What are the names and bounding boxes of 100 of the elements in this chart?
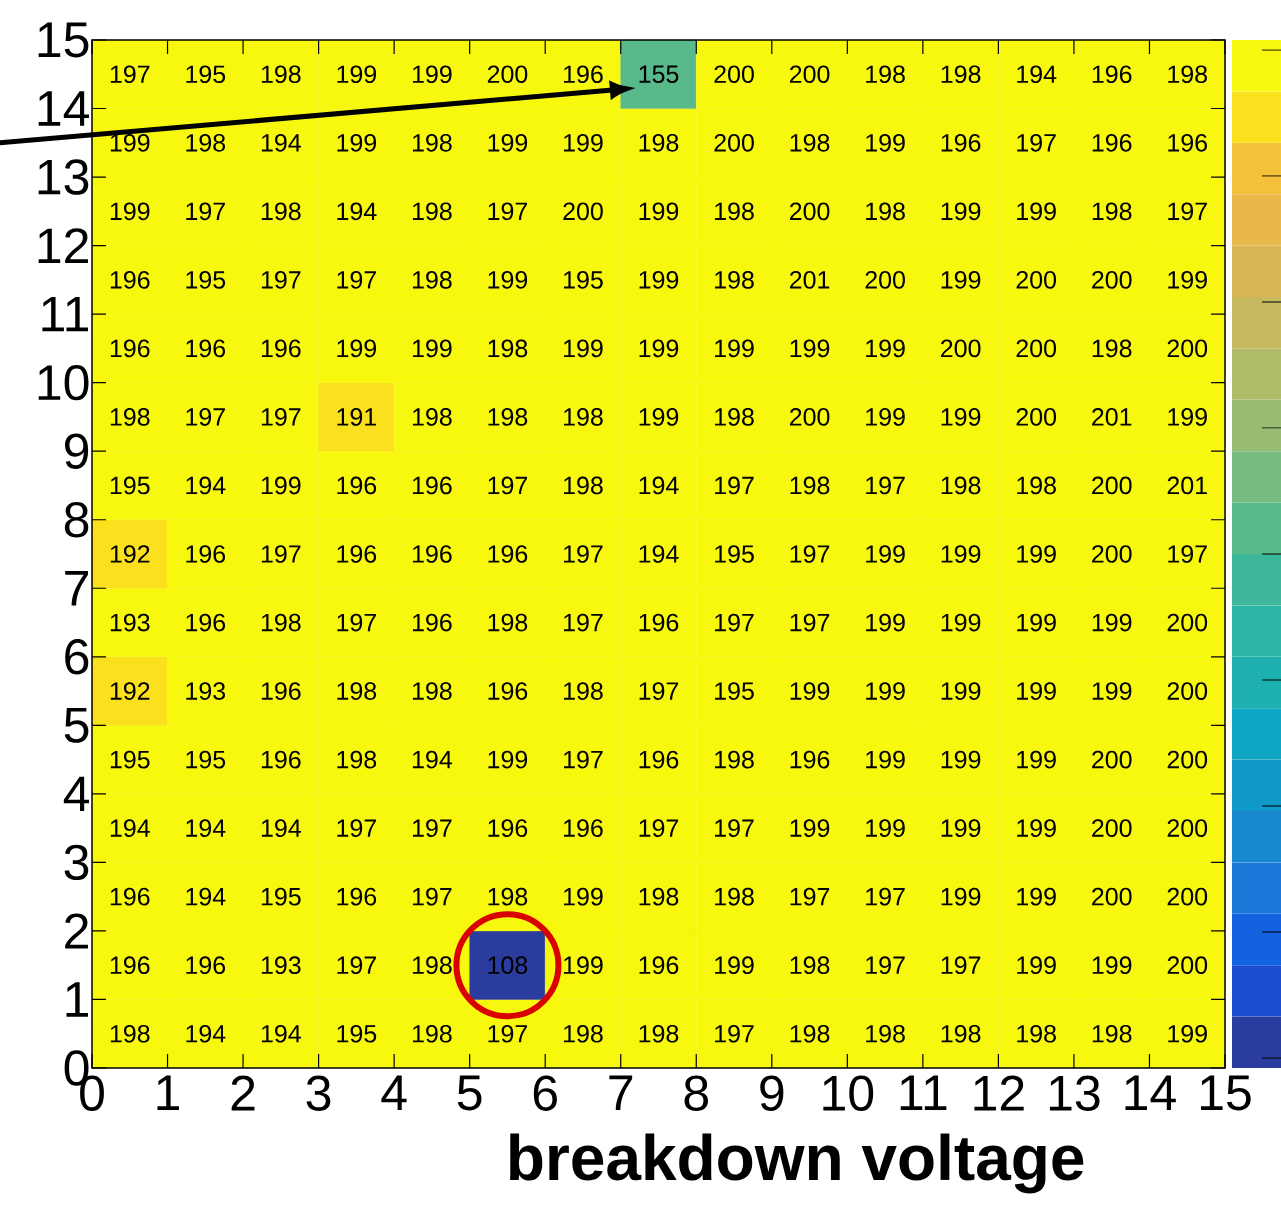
data-label: 199 bbox=[1017, 682, 1056, 700]
data-label: 196 bbox=[261, 339, 301, 358]
data-label: 199 bbox=[488, 750, 528, 769]
y-tick-label: 2 bbox=[65, 913, 88, 949]
data-label: 196 bbox=[790, 750, 830, 769]
data-label: 196 bbox=[110, 887, 150, 906]
data-label: 198 bbox=[715, 202, 754, 221]
data-label: 199 bbox=[1017, 202, 1056, 221]
data-label: 197 bbox=[412, 887, 452, 906]
data-label: 155 bbox=[639, 65, 679, 83]
data-label: 199 bbox=[488, 271, 528, 289]
data-label: 196 bbox=[564, 65, 603, 84]
data-label: 199 bbox=[941, 545, 981, 563]
data-label: 200 bbox=[1092, 476, 1132, 495]
data-label: 196 bbox=[261, 750, 301, 769]
data-label: 196 bbox=[639, 956, 679, 975]
data-label: 197 bbox=[866, 887, 905, 906]
data-label: 194 bbox=[110, 819, 150, 837]
data-label: 198 bbox=[866, 202, 905, 221]
data-label: 198 bbox=[337, 682, 377, 700]
y-tick-label: 4 bbox=[63, 776, 90, 812]
data-label: 199 bbox=[1017, 613, 1056, 632]
data-label: 197 bbox=[488, 202, 528, 221]
data-label: 197 bbox=[488, 1024, 528, 1043]
data-label: 199 bbox=[564, 133, 603, 152]
x-tick-label: 5 bbox=[457, 1075, 482, 1111]
data-label: 199 bbox=[1017, 819, 1056, 837]
data-label: 196 bbox=[564, 819, 603, 837]
data-label: 199 bbox=[639, 202, 679, 221]
data-label: 195 bbox=[186, 271, 226, 289]
data-label: 192 bbox=[110, 545, 150, 563]
data-label: 200 bbox=[1092, 819, 1132, 837]
data-label: 198 bbox=[564, 1024, 603, 1043]
data-label: 200 bbox=[1092, 545, 1132, 563]
x-tick-label: 12 bbox=[974, 1075, 1024, 1111]
data-label: 194 bbox=[337, 202, 377, 221]
data-label: 201 bbox=[1092, 408, 1132, 426]
data-label: 200 bbox=[1167, 956, 1208, 975]
data-label: 198 bbox=[639, 1024, 679, 1043]
data-label: 200 bbox=[487, 65, 528, 84]
data-label: 198 bbox=[564, 476, 603, 495]
data-label: 199 bbox=[639, 408, 679, 426]
data-label: 200 bbox=[563, 202, 603, 221]
data-label: 200 bbox=[1167, 819, 1208, 837]
data-label: 197 bbox=[1168, 202, 1207, 221]
data-label: 200 bbox=[714, 133, 754, 152]
data-label: 199 bbox=[866, 545, 905, 563]
data-label: 198 bbox=[941, 1024, 981, 1043]
data-label: 199 bbox=[1168, 408, 1207, 426]
data-label: 194 bbox=[261, 1024, 301, 1043]
data-label: 199 bbox=[110, 133, 150, 152]
y-tick-label: 10 bbox=[38, 364, 89, 401]
data-label: 198 bbox=[941, 65, 981, 84]
data-label: 199 bbox=[941, 887, 981, 906]
data-label: 199 bbox=[866, 613, 905, 632]
data-label: 198 bbox=[1092, 339, 1132, 358]
data-label: 198 bbox=[1168, 65, 1207, 84]
y-tick-label: 9 bbox=[65, 433, 89, 469]
data-label: 198 bbox=[1017, 1024, 1056, 1043]
data-label: 199 bbox=[866, 133, 905, 152]
data-label: 199 bbox=[941, 750, 981, 769]
data-label: 199 bbox=[866, 339, 905, 358]
data-label: 196 bbox=[186, 545, 226, 563]
data-label: 200 bbox=[865, 271, 905, 289]
data-label: 199 bbox=[639, 271, 679, 289]
x-tick-label: 6 bbox=[533, 1075, 557, 1111]
data-label: 196 bbox=[337, 545, 377, 563]
data-label: 198 bbox=[488, 887, 528, 906]
data-label: 198 bbox=[412, 202, 452, 221]
data-label: 198 bbox=[715, 271, 754, 289]
data-label: 196 bbox=[412, 613, 452, 632]
data-label: 198 bbox=[564, 408, 603, 426]
data-label: 197 bbox=[186, 202, 225, 221]
data-label: 200 bbox=[941, 339, 981, 358]
x-tick-label: 7 bbox=[609, 1075, 633, 1110]
data-label: 199 bbox=[1092, 682, 1132, 700]
data-label: 197 bbox=[1168, 545, 1207, 563]
data-label: 198 bbox=[412, 408, 452, 426]
data-label: 108 bbox=[488, 956, 528, 975]
data-label: 196 bbox=[488, 682, 528, 700]
data-label: 198 bbox=[412, 133, 452, 152]
data-label: 199 bbox=[110, 202, 150, 221]
data-label: 195 bbox=[110, 750, 150, 769]
data-label: 201 bbox=[1167, 476, 1207, 495]
data-label: 198 bbox=[488, 408, 528, 426]
data-label: 199 bbox=[639, 339, 679, 358]
data-label: 196 bbox=[1092, 133, 1132, 152]
data-label: 196 bbox=[261, 682, 301, 700]
data-label: 194 bbox=[412, 750, 453, 769]
data-label: 197 bbox=[337, 271, 376, 289]
data-label: 197 bbox=[715, 613, 754, 632]
data-label: 198 bbox=[412, 271, 452, 289]
data-label: 194 bbox=[639, 545, 679, 563]
data-label: 191 bbox=[337, 408, 376, 426]
y-tick-label: 5 bbox=[64, 707, 89, 743]
data-label: 199 bbox=[488, 133, 528, 152]
data-label: 200 bbox=[1167, 682, 1208, 700]
data-label: 198 bbox=[186, 133, 226, 152]
x-tick-label: 13 bbox=[1049, 1075, 1100, 1111]
data-label: 195 bbox=[715, 545, 754, 563]
